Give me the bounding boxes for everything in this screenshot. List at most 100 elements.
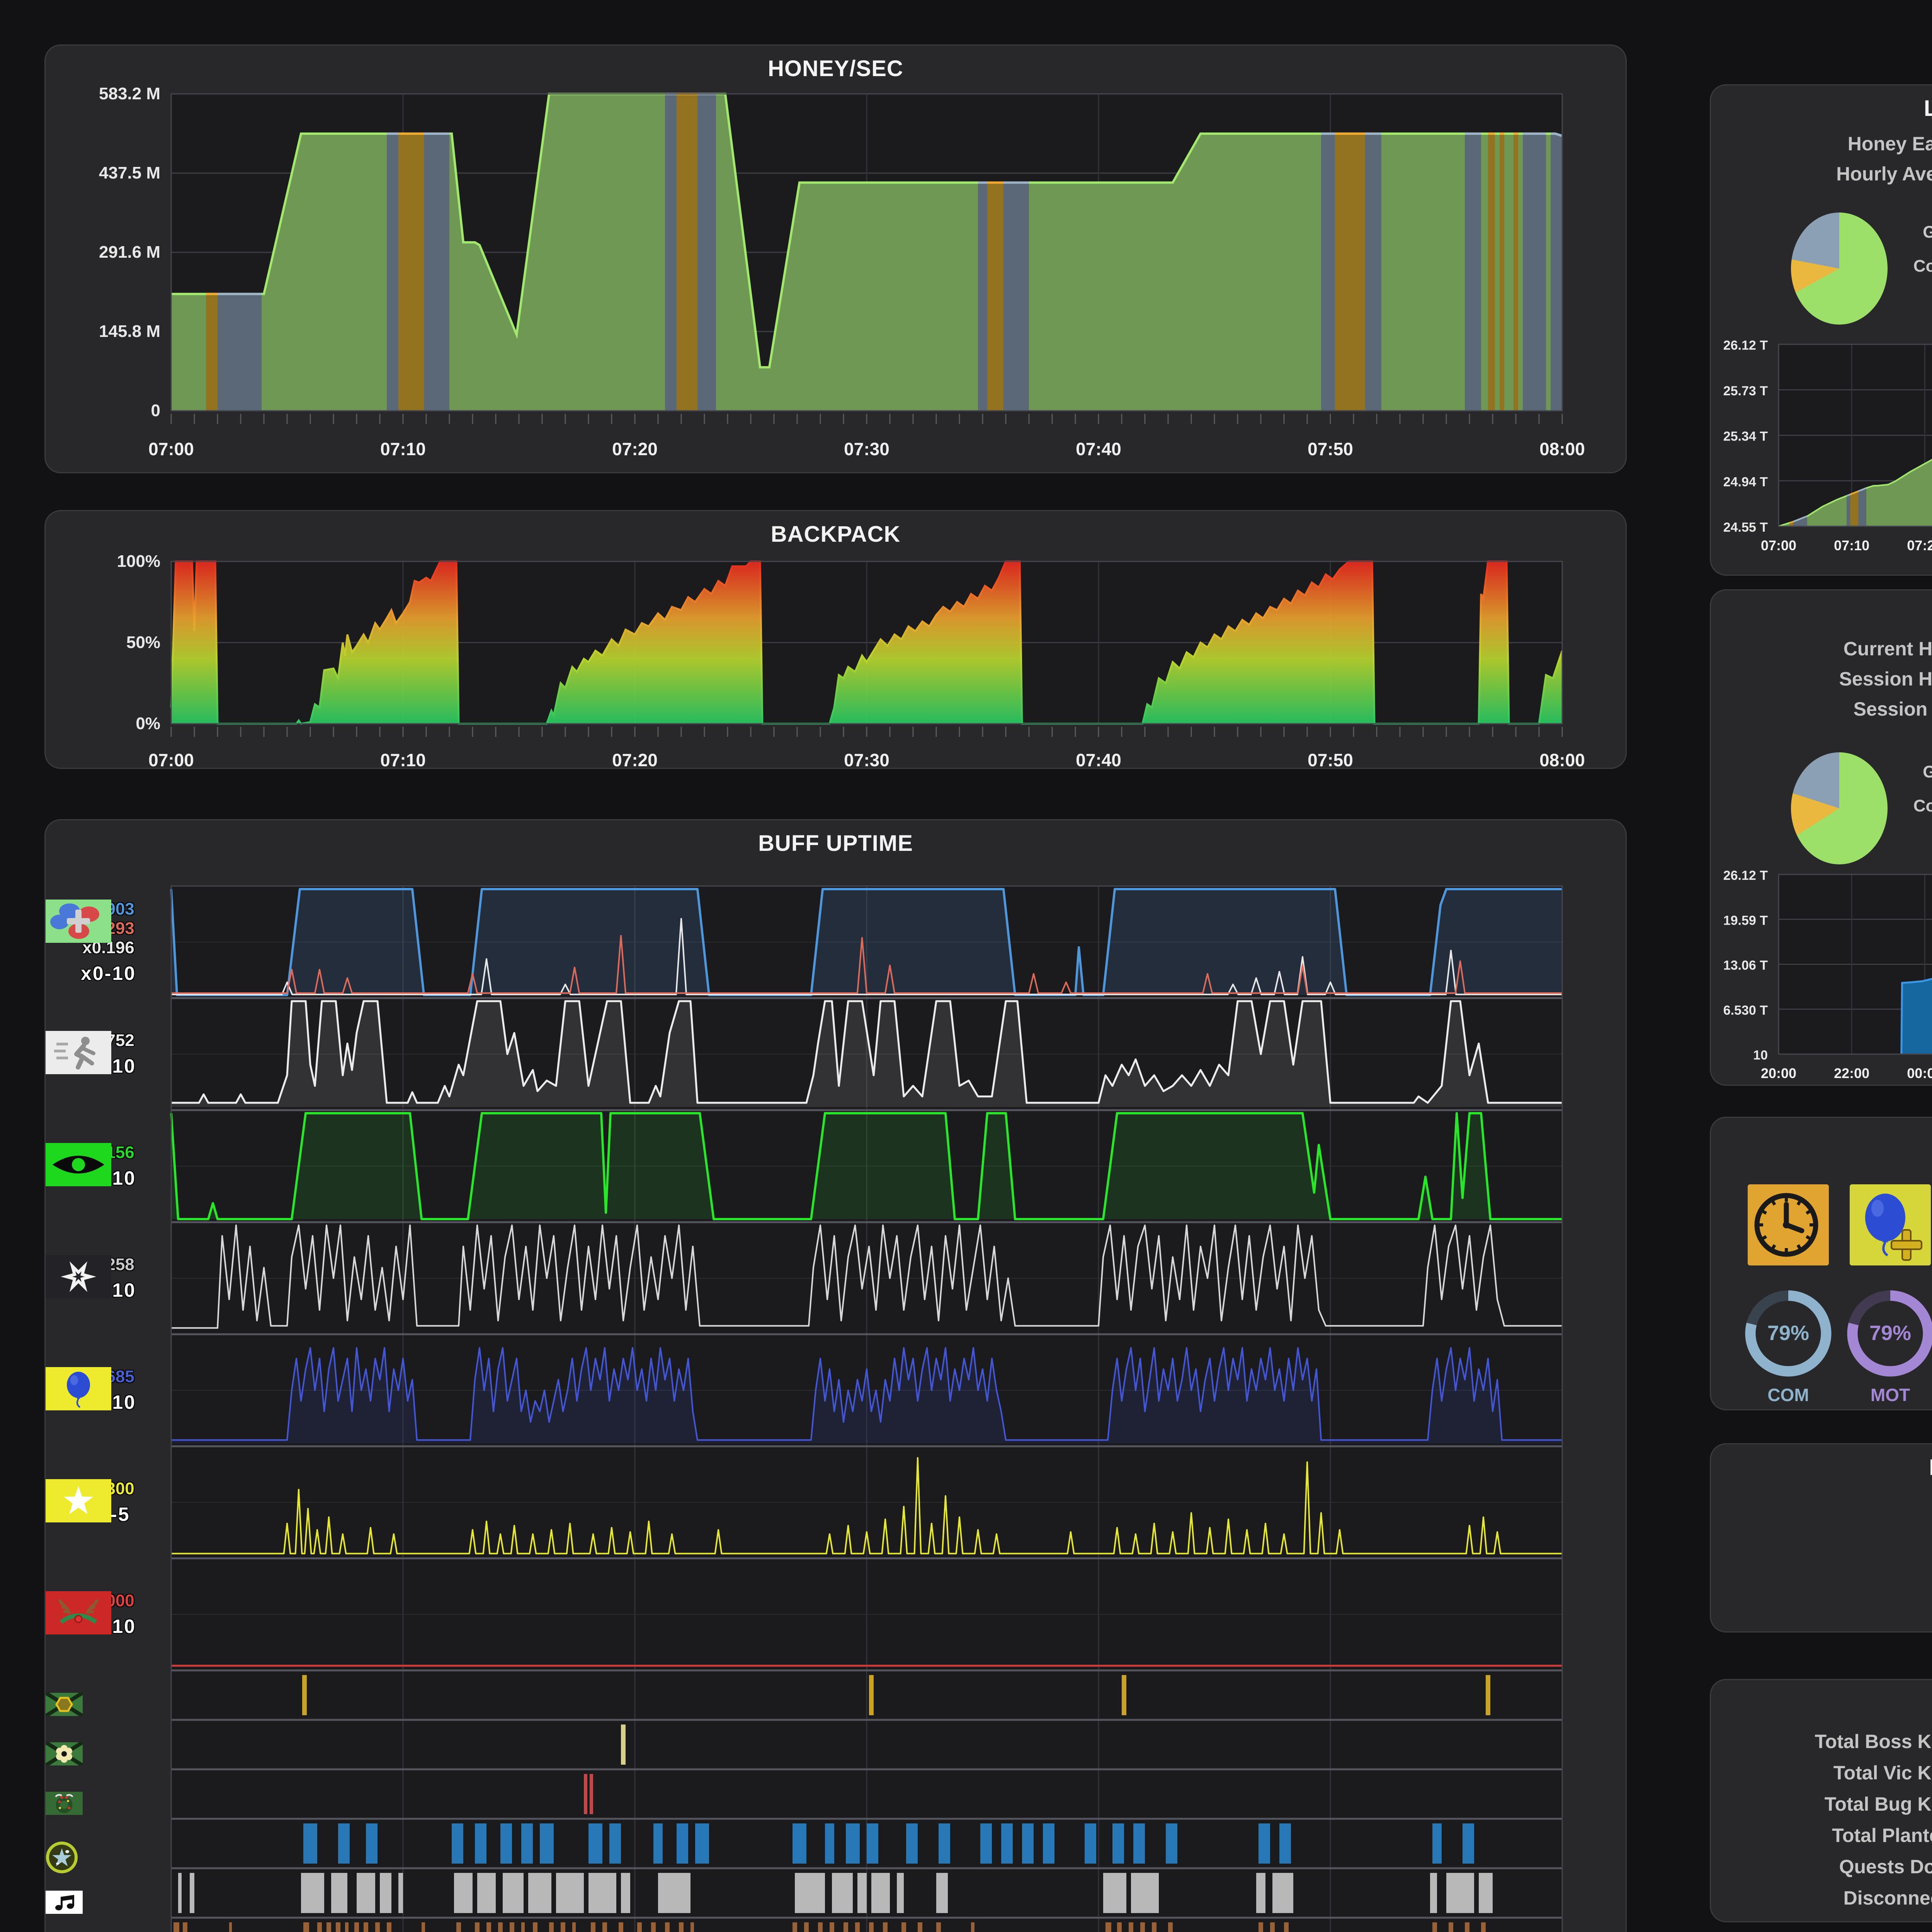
svg-text:07:00: 07:00 — [148, 750, 194, 770]
honey-per-sec-panel: HONEY/SEC 583.2 M 437.5 M 291.6 M 145.8 M 0 0… — [44, 44, 1627, 473]
stats-panel: STATS Total Boss Kills0Total Vic Kills0T… — [1710, 1679, 1932, 1922]
stats-title: STATS — [1711, 1690, 1932, 1716]
stat-label: Hourly Average — [1836, 163, 1932, 185]
svg-text:6.530 T: 6.530 T — [1723, 1003, 1768, 1018]
stats-label: Total Bug Kills — [1824, 1793, 1932, 1815]
svg-text:26.12 T: 26.12 T — [1723, 868, 1768, 883]
svg-text:07:50: 07:50 — [1308, 439, 1353, 459]
balloon-plus-buff-tile: x51 — [1850, 1184, 1931, 1265]
session-mini-chart: 26.12 T 19.59 T 13.06 T 6.530 T 10 20:00 22:00… — [1723, 868, 1932, 1081]
buff-row-legend — [46, 1742, 171, 1765]
svg-text:00:00: 00:00 — [1907, 1065, 1932, 1081]
svg-text:07:20: 07:20 — [612, 439, 658, 459]
stats-rows: Total Boss Kills0Total Vic Kills0Total B… — [1711, 1726, 1932, 1913]
buff-row-legend: x0.300x0-5 — [46, 1479, 171, 1526]
stat-label: Session Honey — [1839, 668, 1932, 690]
svg-text:583.2 M: 583.2 M — [99, 84, 160, 103]
legend-label: Other — [1896, 830, 1932, 850]
stats-row: Total Planters12▲3 — [1711, 1820, 1932, 1851]
svg-text:07:20: 07:20 — [1907, 537, 1932, 553]
svg-text:10: 10 — [1753, 1048, 1768, 1063]
svg-text:25.34 T: 25.34 T — [1723, 429, 1768, 444]
svg-text:19.59 T: 19.59 T — [1723, 913, 1768, 928]
svg-text:08:00: 08:00 — [1539, 750, 1585, 770]
stat-label: Honey Earned — [1847, 133, 1932, 155]
buff-uptime-panel-title: BUFF UPTIME — [758, 831, 913, 856]
buff-row-legend — [46, 1792, 171, 1815]
stats-row: Total Boss Kills0 — [1711, 1726, 1932, 1757]
session-panel: SESSION Current Honey26.12 TSession Hone… — [1710, 589, 1932, 1086]
svg-text:24.94 T: 24.94 T — [1723, 474, 1768, 489]
svg-text:20:00: 20:00 — [1761, 1065, 1796, 1081]
session-pie-chart — [1791, 752, 1888, 864]
last-hour-legend: Gather00:39:5467%Convert00:06:4211%Other… — [1896, 215, 1932, 317]
stats-label: Disconnects — [1843, 1887, 1932, 1909]
last-hour-stat-rows: Honey Earned1.566 T▼Hourly Average2.962 … — [1711, 129, 1932, 189]
session-legend: Gather05:50:2266%Convert01:10:3114%Other… — [1896, 755, 1932, 857]
svg-text:07:40: 07:40 — [1076, 439, 1121, 459]
svg-text:24.55 T: 24.55 T — [1723, 520, 1768, 535]
backpack-panel-title: BACKPACK — [770, 522, 901, 547]
svg-text:07:10: 07:10 — [1834, 537, 1869, 553]
legend-row: Gather05:50:2266% — [1896, 755, 1932, 789]
legend-row: Convert00:06:4211% — [1896, 249, 1932, 283]
svg-text:07:40: 07:40 — [1076, 750, 1121, 770]
ring-com: 79% COM — [1742, 1287, 1835, 1405]
buff-row-legend: x8.156x0-10 — [46, 1143, 171, 1189]
ring-mot: 79% MOT — [1844, 1287, 1932, 1405]
buff-range-label: x0-10 — [81, 963, 136, 984]
honey-panel-title: HONEY/SEC — [768, 56, 903, 81]
honey-per-sec-chart: 583.2 M 437.5 M 291.6 M 145.8 M 0 07:00 07:10 0… — [99, 84, 1585, 459]
backpack-chart: 100% 50% 0% 07:00 07:10 07:20 07:30 07:40 07:50 0… — [117, 552, 1585, 770]
buff-row-legend: x7.258x0-10 — [46, 1255, 171, 1301]
buff-tiles-row: x5x51x5.87x1.20x1 — [1711, 1184, 1932, 1265]
svg-text:22:00: 22:00 — [1834, 1065, 1869, 1081]
stats-row: Quests Done0 — [1711, 1851, 1932, 1882]
stats-row: Disconnects0 — [1711, 1882, 1932, 1913]
legend-row: Convert01:10:3114% — [1896, 789, 1932, 823]
buffs-panel: BUFFS x5x51x5.87x1.20x1 79%COM79%MOT82%S… — [1710, 1117, 1932, 1410]
session-stat-rows: Current Honey26.12 TSession Honey26.12 T… — [1711, 634, 1932, 724]
legend-label: Gather — [1923, 223, 1932, 242]
svg-text:50%: 50% — [126, 633, 160, 652]
svg-text:437.5 M: 437.5 M — [99, 163, 160, 182]
ring-label: MOT — [1870, 1385, 1910, 1405]
stats-label: Total Vic Kills — [1833, 1762, 1932, 1784]
legend-label: Convert — [1913, 796, 1932, 815]
svg-text:07:00: 07:00 — [1761, 537, 1796, 553]
stats-row: Total Bug Kills61▲5 — [1711, 1788, 1932, 1820]
svg-text:07:30: 07:30 — [844, 439, 889, 459]
stat-row: Honey Earned1.566 T▼ — [1711, 129, 1932, 159]
stat-row: Current Honey26.12 T — [1711, 634, 1932, 664]
svg-text:13.06 T: 13.06 T — [1723, 958, 1768, 973]
svg-text:145.8 M: 145.8 M — [99, 322, 160, 341]
svg-text:07:30: 07:30 — [844, 750, 889, 770]
stats-label: Total Planters — [1832, 1824, 1932, 1846]
svg-text:07:50: 07:50 — [1308, 750, 1353, 770]
stat-row: Session Honey26.12 T — [1711, 664, 1932, 694]
svg-text:0: 0 — [151, 401, 160, 420]
buff-row-legend — [46, 1693, 171, 1716]
buffs-title: BUFFS — [1711, 1128, 1932, 1154]
svg-text:07:20: 07:20 — [612, 750, 658, 770]
session-title: SESSION — [1711, 600, 1932, 626]
backpack-panel: BACKPACK 100% 50% 0% 07:00 07:10 07:20 07:30 07… — [44, 510, 1627, 770]
stat-row: Session Time08:49:06 — [1711, 694, 1932, 724]
legend-row: Other00:13:2422% — [1896, 283, 1932, 317]
svg-text:07:00: 07:00 — [148, 439, 194, 459]
planters-panel: PLANTERS — [1710, 1443, 1932, 1633]
svg-text:0%: 0% — [136, 714, 160, 733]
buff-row-legend — [46, 1841, 171, 1873]
legend-row: Gather00:39:5467% — [1896, 215, 1932, 249]
legend-row: Other01:48:1320% — [1896, 823, 1932, 857]
stat-label: Current Honey — [1843, 638, 1932, 660]
stat-label: Session Time — [1853, 698, 1932, 720]
svg-text:26.12 T: 26.12 T — [1723, 338, 1768, 353]
legend-label: Other — [1896, 291, 1932, 310]
planters-title: PLANTERS — [1711, 1454, 1932, 1480]
buff-row-legend: x0.000x0-10 — [46, 1591, 171, 1638]
